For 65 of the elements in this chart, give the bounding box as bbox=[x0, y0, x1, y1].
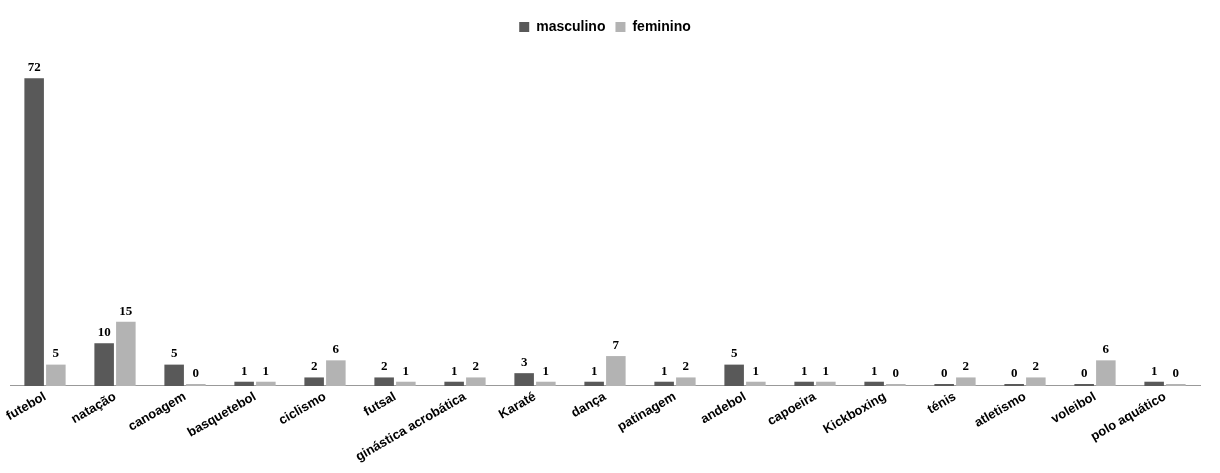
data-label: 7 bbox=[612, 336, 620, 352]
bar bbox=[1144, 381, 1164, 386]
bar bbox=[794, 381, 814, 386]
data-label: 72 bbox=[27, 59, 41, 75]
bar bbox=[234, 381, 254, 386]
legend-label: masculino bbox=[536, 17, 606, 34]
data-label: 1 bbox=[800, 362, 808, 378]
data-label: 0 bbox=[940, 364, 948, 380]
bar bbox=[746, 381, 766, 386]
bar bbox=[94, 343, 114, 386]
bar bbox=[514, 373, 534, 386]
data-label: 0 bbox=[1010, 364, 1018, 380]
data-label: 1 bbox=[450, 362, 458, 378]
data-label: 10 bbox=[97, 324, 111, 340]
x-tick-label: ténis bbox=[924, 388, 959, 417]
bar bbox=[116, 321, 136, 386]
data-label: 2 bbox=[1032, 358, 1040, 374]
bar bbox=[1026, 377, 1046, 386]
data-label: 2 bbox=[380, 358, 388, 374]
bar bbox=[676, 377, 696, 386]
bar bbox=[304, 377, 324, 386]
data-label: 5 bbox=[170, 345, 178, 361]
data-label: 1 bbox=[752, 362, 760, 378]
data-label: 1 bbox=[262, 362, 270, 378]
bar bbox=[956, 377, 976, 386]
data-label: 1 bbox=[660, 362, 668, 378]
bar bbox=[374, 377, 394, 386]
data-label: 1 bbox=[590, 362, 598, 378]
data-label: 0 bbox=[1080, 364, 1088, 380]
bar bbox=[326, 360, 346, 386]
data-label: 6 bbox=[332, 341, 340, 357]
bar bbox=[536, 381, 556, 386]
data-label: 2 bbox=[472, 358, 480, 374]
bar bbox=[24, 78, 44, 386]
data-label: 1 bbox=[1150, 362, 1158, 378]
data-label: 6 bbox=[1102, 341, 1110, 357]
bar bbox=[654, 381, 674, 386]
data-label: 1 bbox=[822, 362, 830, 378]
bar bbox=[606, 356, 626, 386]
data-label: 1 bbox=[542, 362, 550, 378]
bar bbox=[724, 364, 744, 386]
data-label: 0 bbox=[192, 364, 200, 380]
bar bbox=[164, 364, 184, 386]
data-label: 15 bbox=[119, 302, 133, 318]
data-label: 2 bbox=[310, 358, 318, 374]
bar bbox=[256, 381, 276, 386]
bar bbox=[864, 381, 884, 386]
bar bbox=[396, 381, 416, 386]
data-label: 5 bbox=[730, 345, 738, 361]
data-label: 1 bbox=[870, 362, 878, 378]
data-label: 0 bbox=[1172, 364, 1180, 380]
bar bbox=[584, 381, 604, 386]
data-label: 5 bbox=[52, 345, 60, 361]
legend-label: feminino bbox=[632, 17, 691, 34]
data-label: 2 bbox=[962, 358, 970, 374]
data-label: 1 bbox=[402, 362, 410, 378]
data-label: 2 bbox=[682, 358, 690, 374]
data-label: 0 bbox=[892, 364, 900, 380]
bar bbox=[46, 364, 66, 386]
data-label: 1 bbox=[240, 362, 248, 378]
bar bbox=[466, 377, 486, 386]
bar bbox=[816, 381, 836, 386]
data-label: 3 bbox=[520, 354, 528, 370]
bar bbox=[1096, 360, 1116, 386]
bar bbox=[444, 381, 464, 386]
